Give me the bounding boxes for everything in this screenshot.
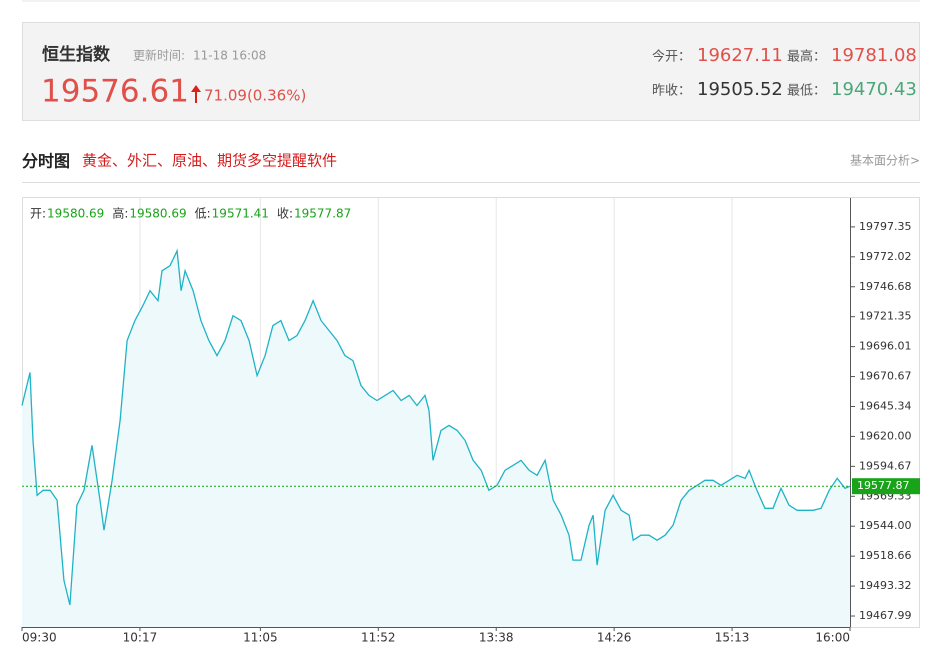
x-tick-label: 16:00 xyxy=(815,631,850,645)
last-price-marker xyxy=(852,478,920,495)
y-tick-label: 19544.00 xyxy=(859,519,912,532)
index-change: 71.09(0.36%) xyxy=(204,87,306,105)
y-tick-label: 19696.01 xyxy=(859,340,912,353)
ohlc-value: 19577.87 xyxy=(294,207,351,221)
ohlc-label: 收: xyxy=(277,207,293,221)
open-value: 19627.11 xyxy=(697,45,783,66)
update-label: 更新时间: xyxy=(133,48,185,63)
y-tick-label: 19797.35 xyxy=(859,220,912,233)
y-tick-label: 19493.32 xyxy=(859,579,912,592)
x-tick-label: 15:13 xyxy=(715,631,750,645)
ohlc-value: 19571.41 xyxy=(212,207,269,221)
x-tick-label: 11:52 xyxy=(361,631,396,645)
high-label: 最高： xyxy=(787,49,826,65)
index-name: 恒生指数 xyxy=(42,44,111,65)
prev-close-label: 昨收： xyxy=(652,84,691,99)
quote-panel xyxy=(22,22,920,121)
price-line xyxy=(21,248,851,606)
fundamental-link[interactable]: 基本面分析> xyxy=(850,154,920,168)
x-tick-label: 11:05 xyxy=(243,631,278,645)
y-tick-label: 19645.34 xyxy=(859,399,912,412)
ohlc-label: 高: xyxy=(112,206,128,221)
y-tick-label: 19594.67 xyxy=(859,459,912,472)
promo-link[interactable]: 黄金、外汇、原油、期货多空提醒软件 xyxy=(82,152,337,170)
y-tick-label: 19670.67 xyxy=(859,370,912,383)
low-label: 最低： xyxy=(787,84,826,99)
ohlc-value: 19580.69 xyxy=(129,207,186,221)
y-tick-label: 19772.02 xyxy=(859,250,912,263)
up-arrow xyxy=(191,85,201,103)
update-time: 11-18 16:08 xyxy=(193,49,266,63)
x-tick-label: 14:26 xyxy=(597,631,632,645)
ohlc-value: 19580.69 xyxy=(47,207,104,221)
open-label: 今开： xyxy=(652,49,691,65)
section-title: 分时图 xyxy=(22,152,70,171)
ohlc-label: 低: xyxy=(195,207,211,221)
chart: 09:30 10:17 11:05 11:52 13:38 14:26 15:13 16:00… xyxy=(21,198,920,645)
ohlc-label: 开: xyxy=(30,207,46,221)
x-tick-label: 13:38 xyxy=(479,631,514,645)
low-value: 19470.43 xyxy=(831,79,917,100)
x-tick-label: 09:30 xyxy=(22,631,57,645)
y-tick-label: 19620.00 xyxy=(859,429,912,442)
index-price: 19576.61 xyxy=(41,74,189,110)
last-price-label: 19577.87 xyxy=(857,479,910,492)
y-tick-label: 19467.99 xyxy=(859,609,912,622)
y-tick-label: 19518.66 xyxy=(859,549,912,562)
y-tick-label: 19746.68 xyxy=(859,280,912,293)
area-fill xyxy=(22,250,850,628)
y-tick-label: 19721.35 xyxy=(859,310,912,323)
prev-close-value: 19505.52 xyxy=(697,79,783,100)
x-tick-label: 10:17 xyxy=(123,631,158,645)
high-value: 19781.08 xyxy=(831,45,917,66)
